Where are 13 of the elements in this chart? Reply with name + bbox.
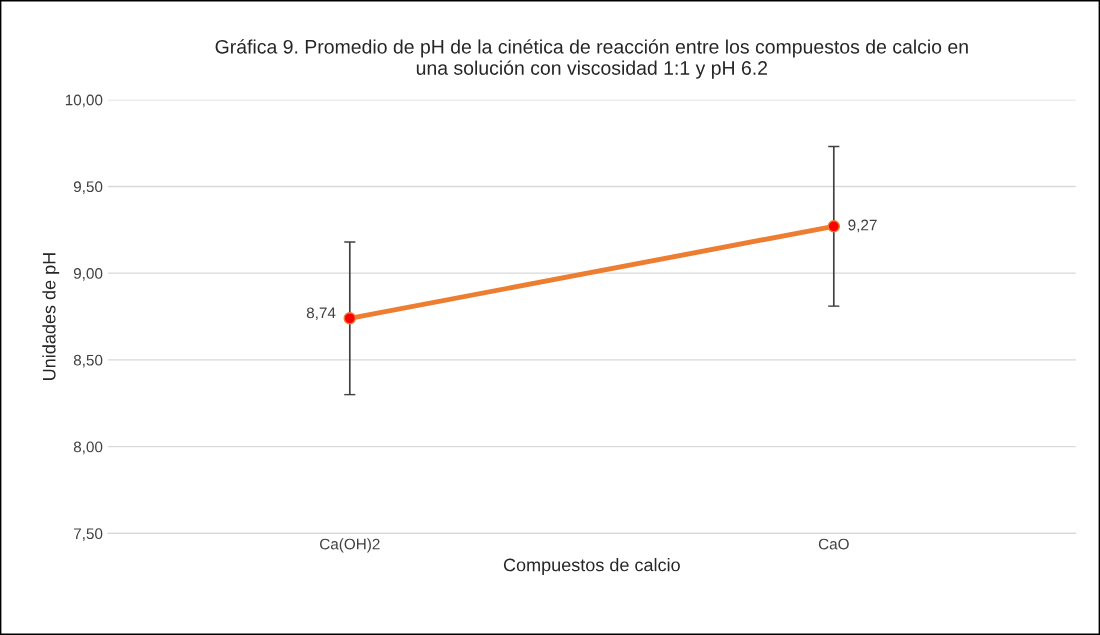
data-label: 9,27 xyxy=(848,219,877,233)
x-axis-title: Compuestos de calcio xyxy=(503,558,680,575)
y-tick-label: 7,50 xyxy=(73,528,103,541)
x-tick-label: CaO xyxy=(818,538,849,550)
data-label: 8,74 xyxy=(306,307,336,321)
y-tick-label: 8,50 xyxy=(73,354,103,368)
y-tick-label: 8,00 xyxy=(73,441,103,455)
y-tick-label: 9,50 xyxy=(73,181,103,194)
chart-title: Gráfica 9. Promedio de pH de la cinética de reacción entre los compuestos de calcio en una solución con viscosidad 1:1 y pH 6.2 xyxy=(215,39,968,79)
y-tick-label: 9,00 xyxy=(73,268,103,281)
x-tick-label: Ca(OH)2 xyxy=(320,538,380,553)
y-axis-title: Unidades de pH xyxy=(42,253,60,380)
y-tick-label: 10,00 xyxy=(65,94,103,108)
